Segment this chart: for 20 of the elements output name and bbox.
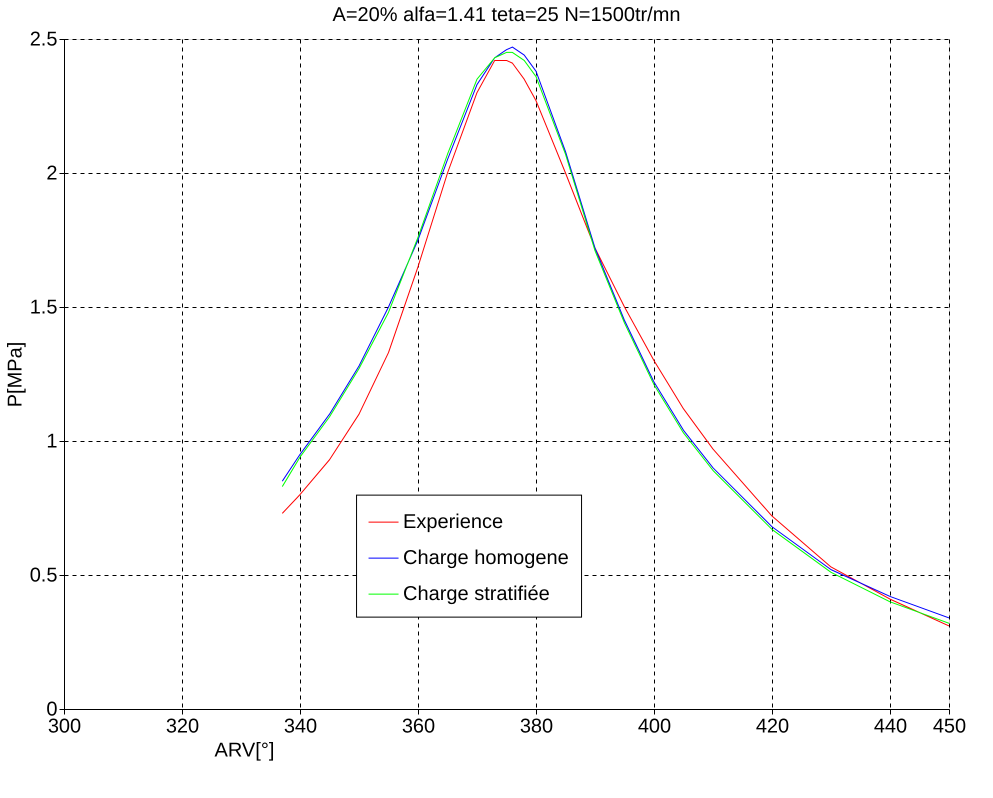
y-tick-label: 1.5 [30, 296, 58, 318]
legend-label: Charge homogene [403, 547, 569, 570]
chart-title: A=20% alfa=1.41 teta=25 N=1500tr/mn [332, 4, 681, 26]
y-axis-title: P[MPa] [4, 342, 27, 408]
y-tick-label: 1 [46, 430, 58, 452]
legend-label: Experience [403, 511, 504, 534]
x-tick-label: 400 [638, 716, 672, 738]
x-tick-label: 300 [48, 716, 82, 738]
x-tick-label: 360 [402, 716, 436, 738]
y-tick-label: 2 [46, 162, 58, 184]
x-tick-label: 450 [932, 716, 966, 738]
x-axis-title: ARV[°] [214, 740, 274, 762]
x-tick-label: 320 [166, 716, 200, 738]
x-tick-label: 340 [284, 716, 318, 738]
legend-label: Charge stratifiée [403, 583, 550, 606]
x-tick-label: 440 [874, 716, 908, 738]
x-tick-label: 380 [520, 716, 554, 738]
x-tick-label: 420 [756, 716, 790, 738]
y-tick-label: 2.5 [30, 28, 58, 50]
y-tick-label: 0.5 [30, 564, 58, 586]
